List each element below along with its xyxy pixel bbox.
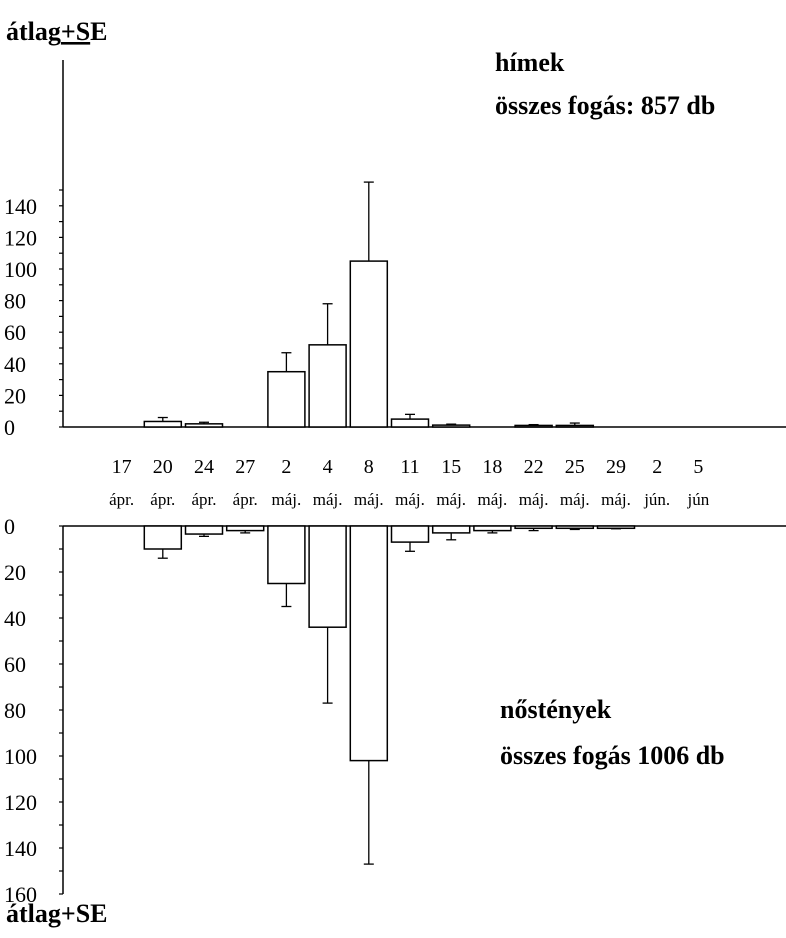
- top-bar: [267, 370, 306, 428]
- top-chart-subtitle: összes fogás: 857 db: [495, 91, 715, 120]
- top-y-tick-label: 140: [4, 194, 37, 219]
- top-bar: [390, 418, 430, 428]
- x-tick-month-label: máj.: [601, 490, 631, 509]
- top-panel: 0 20 40 60 80 100 120 140: [4, 60, 786, 440]
- top-y-tick-label: 80: [4, 289, 26, 314]
- bottom-y-tick-label: 40: [4, 606, 26, 631]
- bottom-bar: [431, 525, 471, 534]
- category-labels: 17 ápr. 20 ápr. 24 ápr. 27 ápr. 2 máj. 4 máj. 8 máj. 1…: [109, 456, 710, 509]
- bottom-y-tick-label: 140: [4, 836, 37, 861]
- bottom-y-tick-label: 160: [4, 882, 37, 907]
- top-bar: [514, 424, 553, 428]
- bottom-panel: 0 20 40 60 80 100 120 140 160: [4, 514, 786, 907]
- x-tick-day-label: 24: [194, 456, 214, 478]
- x-tick-month-label: máj.: [272, 490, 302, 509]
- bottom-y-tick-label: 60: [4, 652, 26, 677]
- x-tick-month-label: ápr.: [191, 490, 216, 509]
- x-tick-day-label: 5: [693, 456, 703, 478]
- top-bar: [143, 420, 183, 428]
- x-tick-month-label: máj.: [478, 490, 508, 509]
- bottom-bar: [308, 525, 347, 628]
- x-tick-day-label: 2: [281, 456, 291, 478]
- x-tick-day-label: 22: [524, 456, 544, 478]
- bottom-y-axis-name: átlag+SE: [6, 899, 108, 928]
- top-y-tick-label: 60: [4, 320, 26, 345]
- x-tick-day-label: 18: [482, 456, 502, 478]
- x-tick-day-label: 15: [441, 456, 461, 478]
- x-tick-month-label: ápr.: [233, 490, 258, 509]
- top-y-axis-name: átlag+SE: [6, 17, 108, 46]
- bottom-bar: [555, 525, 595, 530]
- top-bar: [349, 260, 389, 428]
- bottom-y-tick-label: 120: [4, 790, 37, 815]
- top-y-tick-label: 0: [4, 415, 15, 440]
- x-tick-day-label: 2: [652, 456, 662, 478]
- x-tick-day-label: 17: [112, 456, 132, 478]
- x-tick-month-label: máj.: [395, 490, 425, 509]
- bottom-bar: [390, 525, 430, 543]
- x-tick-day-label: 27: [235, 456, 255, 478]
- x-tick-day-label: 8: [364, 456, 374, 478]
- x-tick-month-label: máj.: [436, 490, 466, 509]
- x-tick-month-label: máj.: [519, 490, 549, 509]
- x-tick-month-label: ápr.: [109, 490, 134, 509]
- bottom-y-tick-label: 20: [4, 560, 26, 585]
- top-y-tick-label: 20: [4, 383, 26, 408]
- top-bar: [184, 423, 224, 428]
- bottom-bar: [184, 525, 224, 535]
- x-tick-month-label: ápr.: [150, 490, 175, 509]
- x-tick-month-label: máj.: [354, 490, 384, 509]
- top-y-tick-label: 100: [4, 257, 37, 282]
- top-bar: [555, 424, 595, 428]
- top-bar: [431, 424, 471, 428]
- bottom-bar: [473, 525, 512, 532]
- bottom-y-tick-label: 80: [4, 698, 26, 723]
- top-y-tick-label: 40: [4, 352, 26, 377]
- bottom-bar: [143, 525, 183, 550]
- bottom-chart-subtitle: összes fogás 1006 db: [500, 741, 725, 770]
- x-tick-month-label: máj.: [560, 490, 590, 509]
- x-tick-day-label: 29: [606, 456, 626, 478]
- bottom-bar: [514, 525, 553, 530]
- bottom-bar: [267, 525, 306, 585]
- bottom-bar: [225, 525, 265, 532]
- x-tick-month-label: jún: [687, 490, 710, 509]
- top-chart-title: hímek: [495, 48, 565, 77]
- x-tick-day-label: 20: [153, 456, 173, 478]
- bottom-y-tick-label: 100: [4, 744, 37, 769]
- bottom-bar: [596, 525, 636, 530]
- top-bar: [308, 344, 347, 428]
- bottom-y-tick-label: 0: [4, 514, 15, 539]
- x-tick-day-label: 4: [323, 456, 333, 478]
- x-tick-day-label: 25: [565, 456, 585, 478]
- top-y-tick-label: 120: [4, 225, 37, 250]
- bottom-bar: [349, 525, 389, 762]
- x-tick-day-label: 11: [400, 456, 419, 478]
- x-tick-month-label: máj.: [313, 490, 343, 509]
- x-tick-month-label: jún.: [643, 490, 670, 509]
- bottom-chart-title: nőstények: [500, 695, 612, 724]
